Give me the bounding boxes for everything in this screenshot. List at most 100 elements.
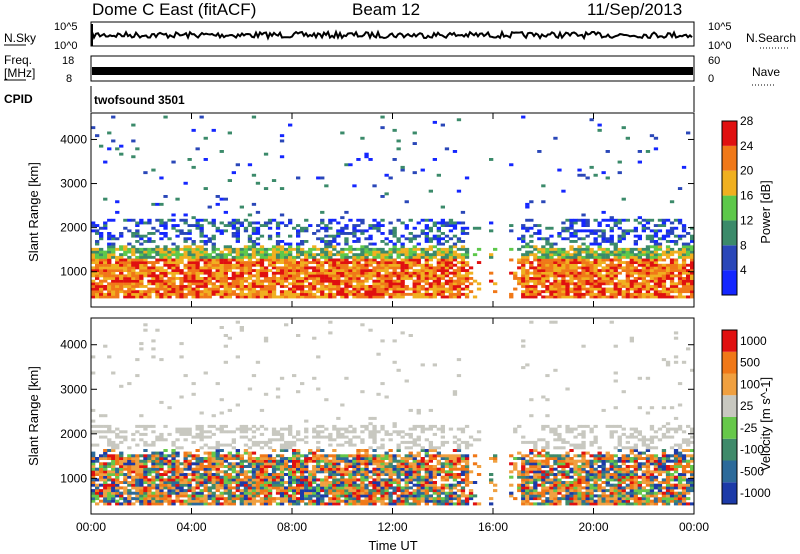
velocity-cell	[183, 451, 188, 455]
velocity-cell	[384, 478, 389, 482]
power-cell	[175, 224, 180, 227]
power-cell	[561, 266, 566, 270]
power-cell	[452, 245, 458, 249]
power-cell	[119, 232, 124, 235]
velocity-cell	[388, 465, 393, 468]
power-cell	[440, 269, 445, 272]
power-cell	[661, 292, 667, 296]
power-cell	[561, 279, 566, 283]
power-cell	[231, 226, 236, 230]
power-cell	[227, 266, 232, 270]
power-cell	[348, 292, 353, 296]
power-cell	[123, 226, 128, 230]
power-cell	[259, 287, 265, 291]
power-cell	[207, 290, 212, 294]
velocity-cell	[167, 494, 172, 498]
power-cell	[320, 176, 325, 180]
power-cell	[549, 242, 554, 246]
power-cell	[428, 218, 433, 222]
power-cell	[649, 134, 655, 138]
power-cell	[677, 269, 683, 272]
velocity-cell	[372, 467, 377, 471]
power-cell	[460, 221, 466, 225]
power-cell	[392, 287, 397, 291]
power-cell	[420, 266, 425, 270]
power-cell	[336, 258, 341, 262]
power-cell	[91, 287, 96, 291]
power-cell	[633, 247, 638, 251]
velocity-cell	[159, 457, 164, 460]
velocity-cell	[259, 491, 265, 495]
power-cell	[545, 237, 550, 241]
velocity-cell	[159, 451, 164, 455]
power-cell	[219, 255, 224, 259]
power-cell	[267, 295, 273, 299]
velocity-cell	[364, 494, 369, 498]
power-cell	[223, 274, 228, 278]
velocity-cell	[420, 497, 425, 501]
power-cell	[328, 290, 333, 294]
power-cell	[308, 292, 313, 296]
power-cell	[472, 279, 478, 283]
velocity-cell	[288, 467, 293, 471]
power-cell	[537, 271, 542, 275]
power-cell	[263, 269, 269, 272]
velocity-cell	[432, 497, 437, 501]
power-cell	[549, 226, 554, 230]
power-cell	[107, 282, 112, 286]
velocity-cell	[304, 467, 309, 471]
power-cell	[243, 253, 249, 257]
power-cell	[312, 287, 317, 291]
power-cell	[665, 292, 671, 296]
velocity-cell	[384, 457, 389, 460]
power-cell	[199, 258, 204, 262]
velocity-cell	[251, 478, 257, 482]
power-cell	[195, 253, 200, 257]
velocity-cell	[368, 430, 373, 434]
velocity-cell	[344, 465, 349, 468]
power-cell	[440, 255, 445, 259]
power-cell	[565, 263, 570, 267]
power-cell	[460, 274, 466, 278]
velocity-cell	[284, 462, 289, 466]
velocity-cell	[195, 467, 200, 471]
power-cell	[372, 253, 377, 257]
velocity-cell	[300, 459, 305, 463]
power-cell	[617, 290, 622, 294]
power-cell	[645, 290, 651, 294]
power-cell	[690, 274, 695, 278]
power-cell	[553, 279, 558, 283]
power-cell	[637, 287, 642, 291]
velocity-cell	[396, 494, 401, 498]
velocity-cell	[239, 478, 244, 482]
velocity-cell	[107, 443, 112, 447]
velocity-cell	[259, 481, 265, 484]
velocity-cell	[207, 459, 212, 463]
power-cell	[135, 147, 140, 151]
power-cell	[609, 226, 614, 230]
velocity-cell	[432, 363, 437, 367]
power-cell	[384, 277, 389, 280]
power-cell	[195, 261, 200, 264]
velocity-cell	[360, 459, 365, 463]
power-cell	[135, 261, 140, 264]
power-cell	[336, 263, 341, 267]
power-cell	[400, 295, 405, 299]
power-cell	[464, 261, 470, 264]
power-cell	[91, 221, 96, 225]
velocity-cell	[263, 473, 269, 476]
power-cell	[320, 263, 325, 267]
power-cell	[175, 261, 180, 264]
power-cell	[525, 271, 530, 275]
power-cell	[267, 290, 273, 294]
power-cell	[384, 279, 389, 283]
power-cell	[629, 271, 634, 275]
velocity-cell	[235, 489, 240, 493]
velocity-cell	[308, 486, 313, 490]
power-cell	[613, 287, 618, 291]
velocity-cell	[352, 465, 357, 468]
power-cell	[235, 255, 240, 259]
power-cell	[621, 266, 626, 270]
power-cell	[468, 282, 474, 286]
power-cell	[340, 261, 345, 264]
